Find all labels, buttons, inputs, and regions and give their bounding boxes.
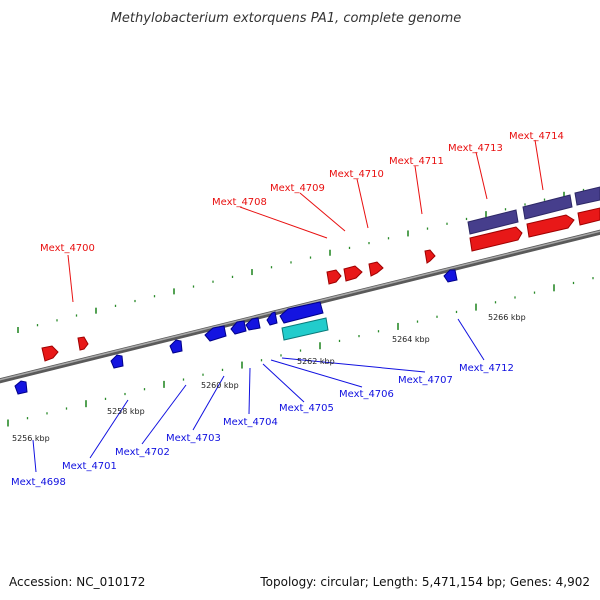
reverse-gene-arrow [266, 311, 278, 326]
scale-label: 5260 kbp [201, 381, 239, 390]
gene-label[interactable]: Mext_4713 [448, 143, 503, 154]
reverse-genes [14, 269, 458, 395]
reverse-gene-arrow [245, 317, 261, 331]
forward-gene-arrow [469, 226, 523, 252]
gene-label[interactable]: Mext_4707 [398, 375, 453, 386]
forward-gene-arrow [326, 269, 342, 285]
forward-gene-arrow [343, 265, 363, 282]
forward-gene-arrow [41, 345, 59, 362]
reverse-gene-arrow [14, 380, 28, 395]
scale-label: 5264 kbp [392, 335, 430, 344]
scale-labels: 5256 kbp 5258 kbp 5260 kbp 5262 kbp 5264… [12, 313, 526, 443]
forward-gene-arrow [526, 214, 575, 238]
gene-label[interactable]: Mext_4709 [270, 183, 325, 194]
rna-gene-bar [281, 317, 329, 341]
forward-gene-arrow [424, 249, 436, 264]
reverse-gene-arrow [204, 325, 227, 342]
scale-label: 5256 kbp [12, 434, 50, 443]
cds-track-bar [467, 209, 519, 235]
gene-label[interactable]: Mext_4708 [212, 197, 267, 208]
forward-gene-arrow [368, 261, 384, 277]
reverse-gene-arrow [443, 269, 458, 283]
reverse-gene-arrow [230, 320, 247, 335]
scale-label: 5258 kbp [107, 407, 145, 416]
gene-label[interactable]: Mext_4712 [459, 363, 514, 374]
accession-text: Accession: NC_010172 [9, 575, 145, 589]
gene-label[interactable]: Mext_4710 [329, 169, 384, 180]
gene-label[interactable]: Mext_4698 [11, 477, 66, 488]
cds-track-bar [574, 186, 600, 206]
reverse-gene-arrow [169, 339, 183, 354]
gene-label[interactable]: Mext_4706 [339, 389, 394, 400]
gene-labels: Mext_4700 Mext_4708 Mext_4709 Mext_4710 … [11, 131, 564, 488]
gene-label[interactable]: Mext_4714 [509, 131, 564, 142]
gene-label[interactable]: Mext_4702 [115, 447, 170, 458]
reverse-gene-arrow [279, 301, 324, 324]
forward-genes [41, 249, 436, 362]
label-leaders [32, 139, 544, 473]
map-title: Methylobacterium extorquens PA1, complet… [111, 11, 462, 26]
scale-label: 5262 kbp [297, 357, 335, 366]
forward-gene-arrow [77, 336, 89, 351]
gene-label[interactable]: Mext_4711 [389, 156, 444, 167]
gene-label[interactable]: Mext_4700 [40, 243, 95, 254]
gene-label[interactable]: Mext_4701 [62, 461, 117, 472]
reverse-gene-arrow [110, 354, 124, 369]
gene-label[interactable]: Mext_4705 [279, 403, 334, 414]
forward-gene-arrow [577, 207, 600, 226]
gene-label[interactable]: Mext_4703 [166, 433, 221, 444]
scale-ticks [7, 188, 594, 427]
gene-label[interactable]: Mext_4704 [223, 417, 278, 428]
cds-track-bar [522, 194, 573, 220]
cds-track-bars [467, 186, 600, 252]
scale-label: 5266 kbp [488, 313, 526, 322]
topology-text: Topology: circular; Length: 5,471,154 bp… [259, 575, 590, 589]
